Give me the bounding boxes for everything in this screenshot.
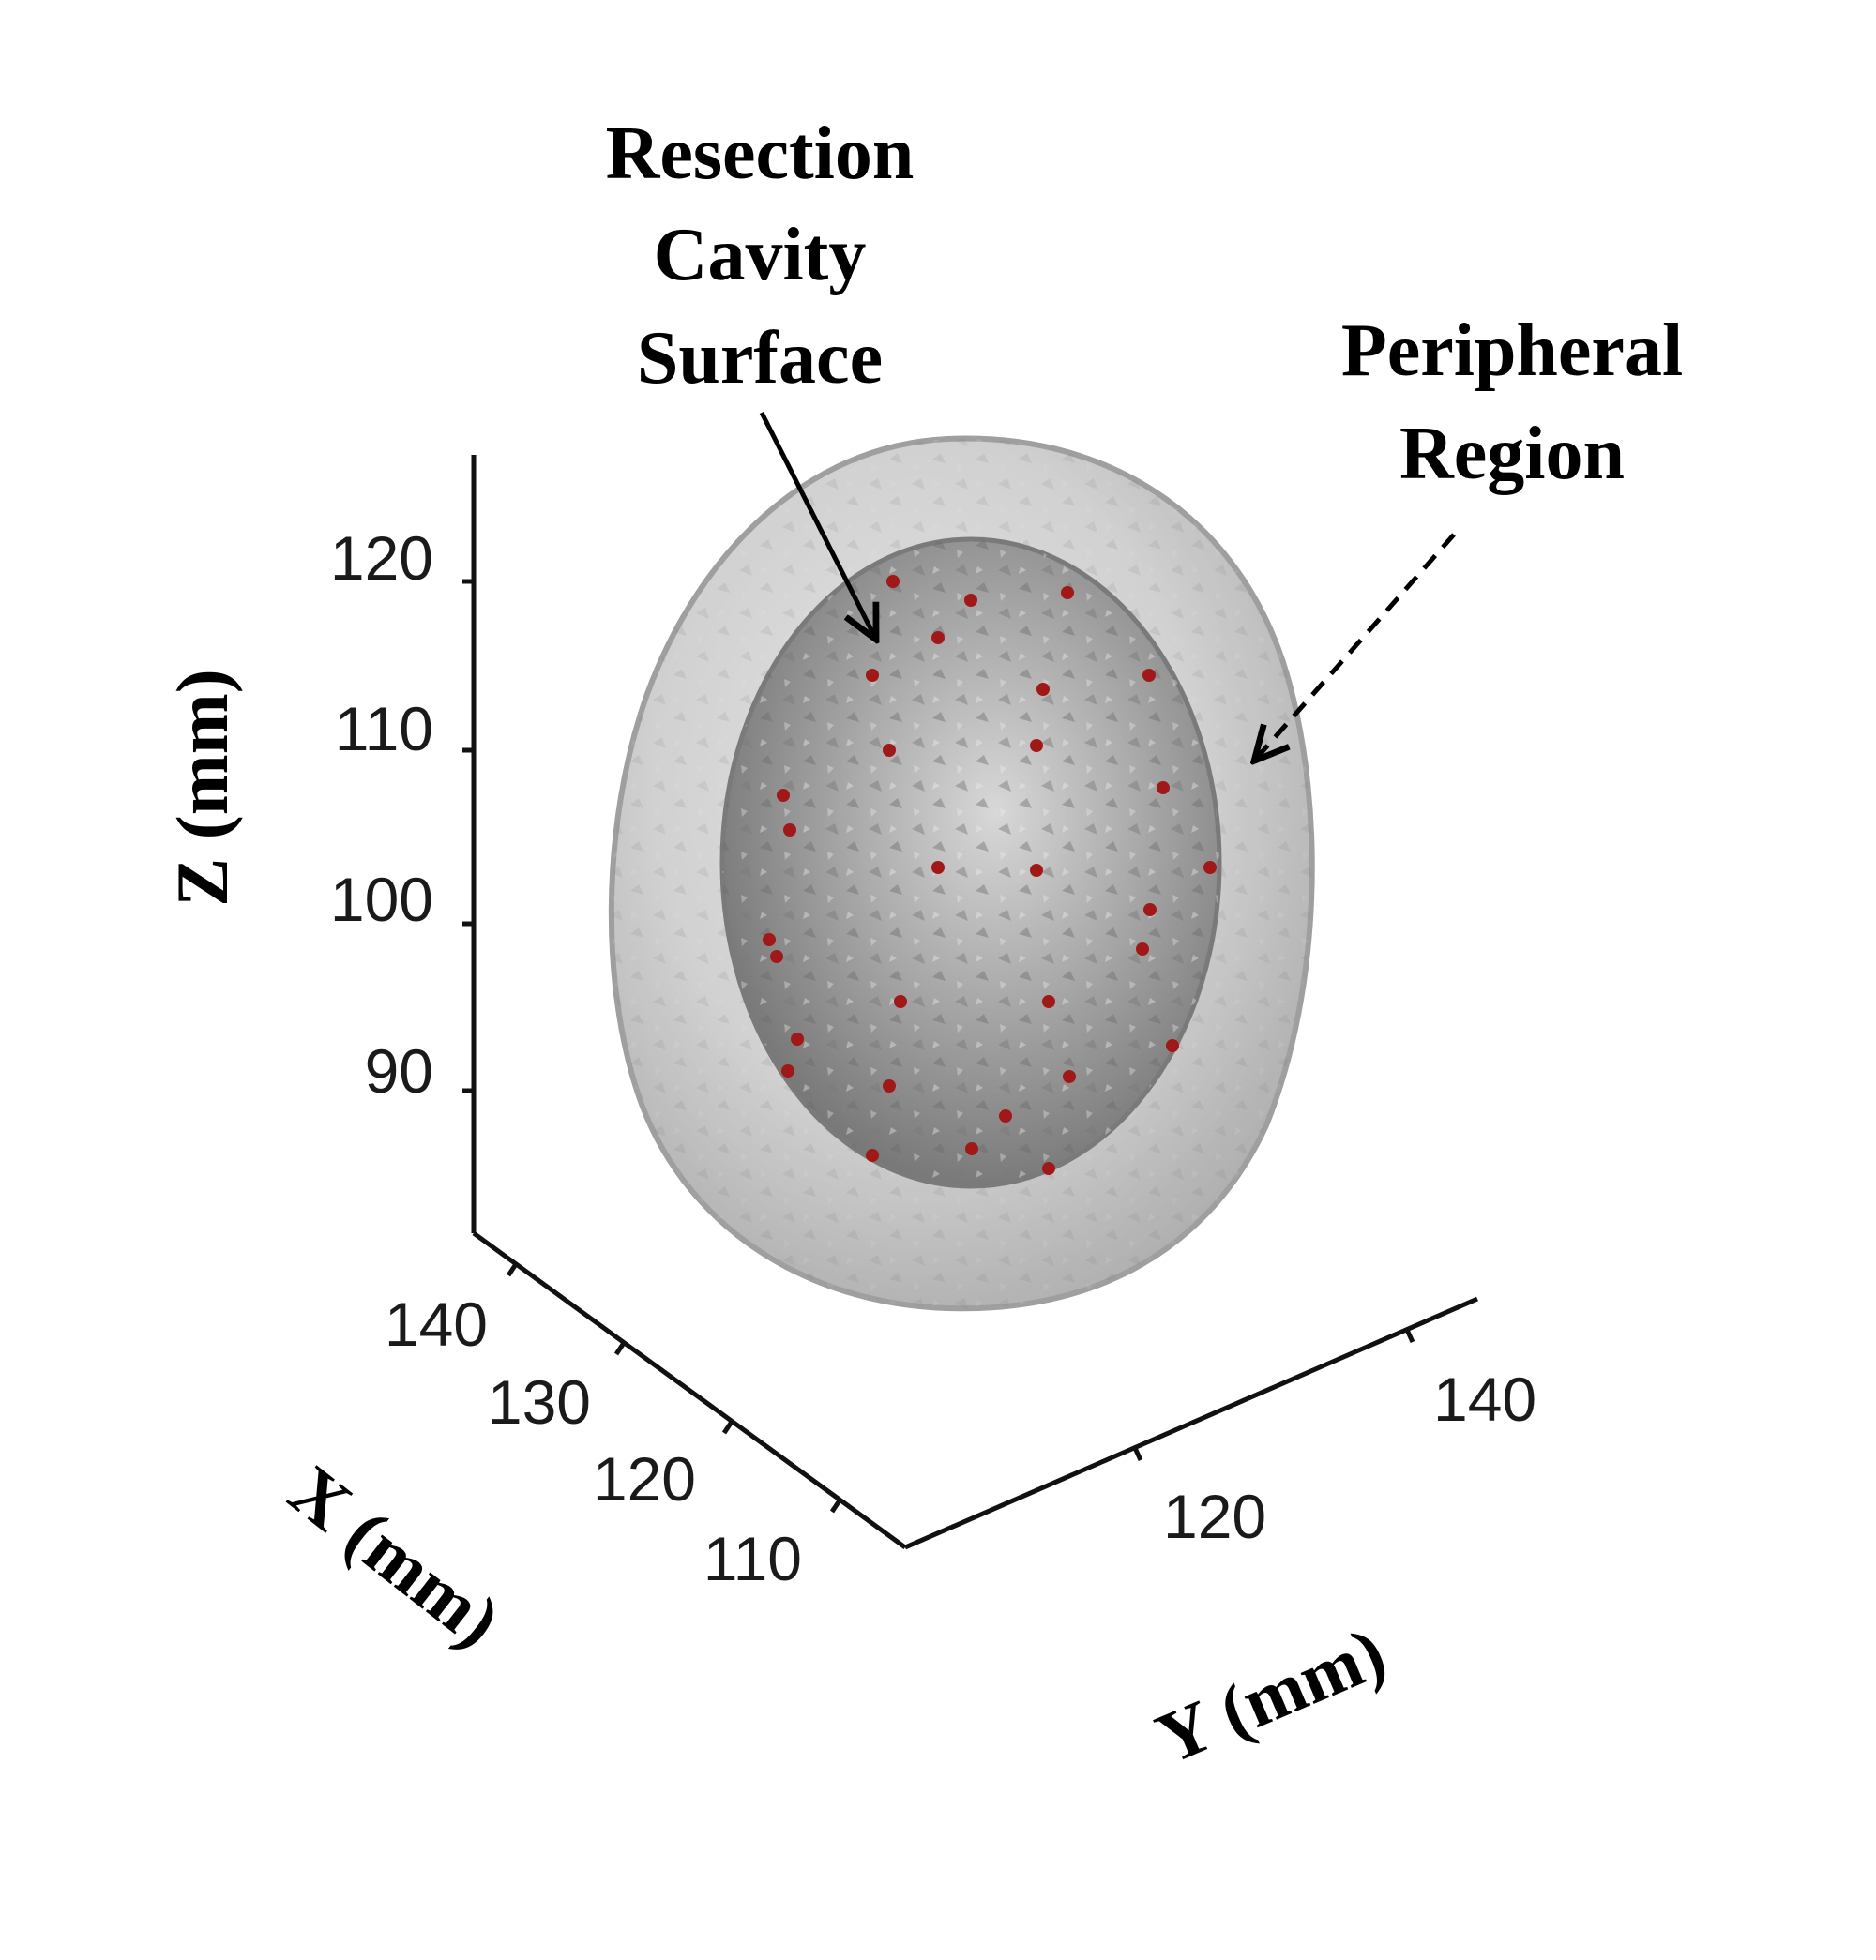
sample-point: [1143, 903, 1157, 916]
sample-point: [1203, 861, 1217, 874]
peripheral-label-line: Peripheral: [1341, 309, 1683, 392]
sample-point: [1030, 864, 1043, 877]
sample-point: [931, 861, 945, 874]
sample-point: [866, 1149, 879, 1162]
sample-point: [999, 1109, 1012, 1123]
sample-point: [783, 823, 796, 837]
cavity-label-line: Resection: [606, 113, 915, 195]
sample-point: [894, 995, 907, 1008]
x-axis: [472, 1230, 907, 1550]
z-tick-label: 90: [365, 1036, 433, 1106]
sample-point: [777, 789, 790, 802]
z-tick-label: 100: [330, 865, 433, 934]
sample-point: [1042, 1162, 1055, 1175]
sample-point: [791, 1033, 804, 1046]
sample-point: [1030, 739, 1043, 752]
cavity-annotation: Resection Cavity Surface: [606, 113, 915, 636]
peripheral-annotation: Peripheral Region: [1257, 309, 1683, 758]
sample-point: [1157, 781, 1170, 794]
sample-point: [1142, 669, 1156, 682]
sample-point: [1166, 1039, 1179, 1052]
cavity-label-line: Surface: [637, 317, 883, 400]
sample-point: [883, 744, 896, 757]
y-tick-label: 120: [1163, 1482, 1266, 1551]
peripheral-label-line: Region: [1399, 413, 1625, 495]
z-tick-label: 110: [335, 694, 433, 763]
cavity-arrow-icon: [759, 411, 874, 636]
sample-point: [931, 631, 945, 644]
z-tick-label: 120: [330, 523, 433, 593]
sample-point: [1136, 942, 1149, 956]
sample-point: [1063, 1070, 1076, 1083]
sample-point: [781, 1064, 794, 1078]
sample-point: [770, 950, 783, 963]
x-tick-label: 130: [488, 1367, 591, 1437]
sample-point: [1042, 995, 1055, 1008]
sample-points: [763, 575, 1217, 1175]
resection-cavity-surface: [719, 536, 1222, 1189]
sample-point: [886, 575, 900, 588]
z-axis-title: Z (mm): [161, 669, 243, 906]
sample-point: [965, 1142, 978, 1155]
x-tick-label: 110: [704, 1524, 802, 1593]
x-axis-title: X (mm): [275, 1450, 516, 1663]
x-tick-label: 140: [385, 1289, 488, 1359]
sample-point: [1036, 683, 1050, 696]
y-axis: [904, 1296, 1478, 1550]
cavity-label-line: Cavity: [654, 214, 867, 296]
sample-point: [763, 933, 776, 946]
sample-point: [866, 669, 879, 682]
y-tick-label: 140: [1433, 1364, 1536, 1434]
z-axis: [462, 455, 477, 1233]
y-axis-title: Y (mm): [1144, 1611, 1397, 1780]
peripheral-arrow-icon: [1257, 533, 1456, 758]
sample-point: [964, 594, 977, 607]
x-tick-label: 120: [593, 1444, 696, 1514]
sample-point: [1061, 586, 1074, 599]
sample-point: [883, 1079, 896, 1093]
